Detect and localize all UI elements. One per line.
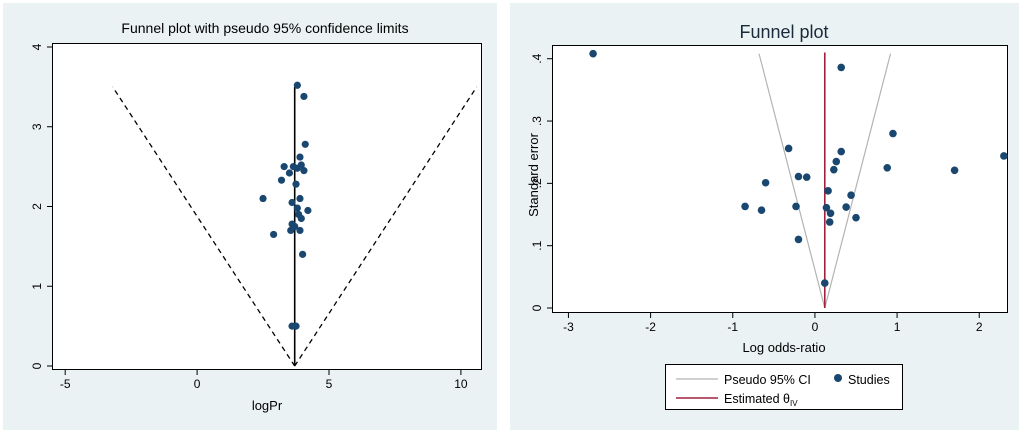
x-tick-label: 2 (976, 320, 983, 334)
y-tick-label: .2 (530, 178, 544, 188)
left-chart-panel: Funnel plot with pseudo 95% confidence l… (3, 3, 497, 430)
study-point (830, 165, 838, 174)
legend-studies-swatch (834, 374, 842, 382)
x-tick-label: 5 (326, 377, 333, 391)
study-point (757, 206, 766, 214)
y-tick-label: 2 (30, 203, 44, 210)
study-point (280, 163, 288, 171)
y-tick-label: 4 (30, 43, 44, 50)
study-point (889, 129, 897, 138)
right-plot-region (552, 45, 1008, 313)
x-tick-label: 0 (194, 377, 201, 391)
study-point (826, 209, 835, 218)
study-point (837, 63, 846, 72)
study-point (289, 163, 297, 171)
right-chart-panel: Funnel plot Log odds-ratio Standard erro… (510, 3, 1019, 430)
study-point (794, 172, 803, 181)
left-x-axis-label: logPr (252, 398, 283, 413)
study-point (847, 191, 855, 200)
study-point (297, 161, 305, 169)
y-tick-label: 0 (530, 304, 544, 311)
x-tick-label: 10 (454, 377, 468, 391)
ci-line-lower (112, 86, 296, 367)
right-x-axis-label: Log odds-ratio (742, 340, 825, 355)
y-tick-label: 3 (30, 123, 44, 130)
legend-ci-label: Pseudo 95% CI (724, 373, 811, 387)
study-point (304, 206, 312, 215)
y-tick-label: .3 (530, 116, 544, 126)
study-point (301, 140, 309, 148)
study-point (292, 180, 300, 188)
study-point (299, 250, 307, 258)
study-point (277, 176, 286, 184)
y-tick-label: .1 (530, 240, 544, 250)
y-tick-label: 0 (30, 362, 44, 369)
left-plot-region (52, 43, 482, 370)
ci-line-upper (824, 53, 892, 309)
study-point (300, 92, 308, 101)
y-tick-label: 1 (30, 283, 44, 290)
right-chart-title: Funnel plot (739, 22, 828, 42)
x-tick-label: -3 (563, 320, 574, 334)
study-point (741, 202, 749, 211)
x-tick-label: -1 (727, 320, 738, 334)
study-point (269, 230, 278, 239)
study-point (295, 210, 303, 219)
ci-line-lower (758, 53, 826, 309)
study-point (825, 218, 834, 226)
study-point (842, 203, 850, 211)
x-tick-label: -2 (645, 320, 656, 334)
x-tick-label: 1 (894, 320, 901, 334)
study-point (852, 213, 860, 222)
study-point (824, 187, 832, 195)
study-point (792, 202, 800, 211)
study-point (285, 169, 294, 177)
right-legend: Pseudo 95% CI Studies Estimated θIV (665, 364, 903, 410)
study-point (292, 322, 300, 330)
left-chart-title: Funnel plot with pseudo 95% confidence l… (121, 20, 408, 36)
study-point (288, 198, 296, 207)
study-point (820, 279, 829, 287)
study-point (950, 166, 959, 175)
legend-estimate-label: Estimated θIV (724, 392, 798, 408)
right-y-axis-label: Standard error (526, 132, 541, 216)
left-funnel-chart: Funnel plot with pseudo 95% confidence l… (30, 20, 478, 413)
study-point (822, 203, 831, 212)
x-tick-label: 0 (812, 320, 819, 334)
x-tick-label: -5 (60, 377, 71, 391)
legend-studies-label: Studies (848, 373, 890, 387)
study-point (1000, 152, 1008, 160)
study-point (259, 194, 267, 203)
y-tick-label: .4 (530, 53, 544, 63)
study-point (296, 153, 304, 161)
right-funnel-chart: Funnel plot Log odds-ratio Standard erro… (526, 22, 1008, 355)
study-point (761, 178, 770, 187)
study-point (832, 157, 841, 166)
study-point (883, 163, 892, 172)
study-point (291, 222, 299, 231)
study-point (589, 49, 597, 58)
study-point (784, 144, 793, 153)
study-point (296, 226, 304, 235)
study-point (837, 147, 846, 156)
study-point (794, 235, 803, 244)
study-point (293, 204, 301, 212)
study-point (293, 81, 301, 89)
study-point (300, 167, 308, 175)
study-point (802, 173, 811, 181)
study-point (296, 194, 304, 203)
ci-line-upper (294, 86, 478, 367)
